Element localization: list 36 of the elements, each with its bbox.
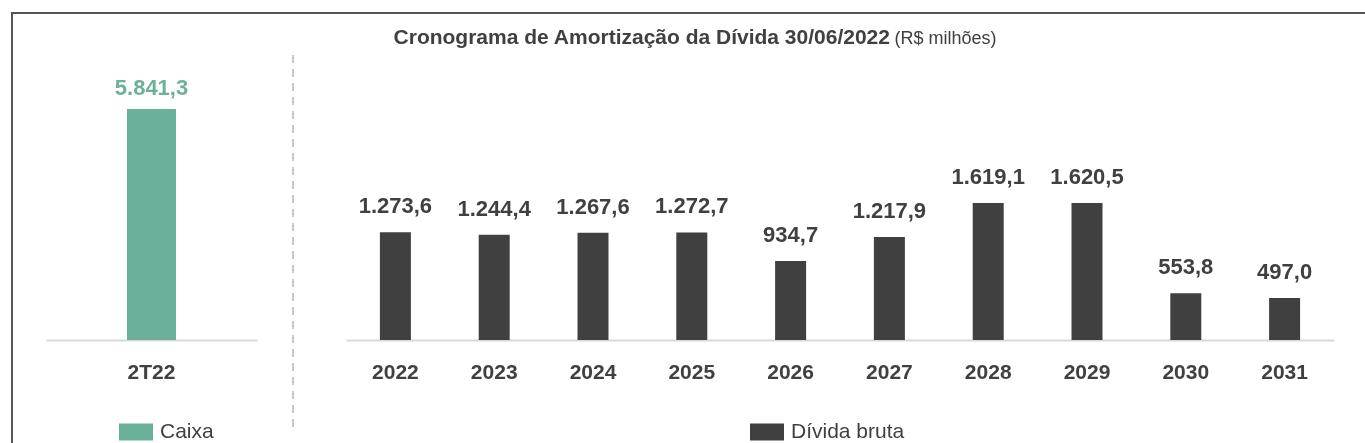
- x-tick-label: 2027: [866, 359, 913, 383]
- bar: [1071, 203, 1103, 340]
- bar: [379, 232, 411, 340]
- data-label: 5.841,3: [114, 75, 189, 100]
- data-label: 934,7: [763, 221, 819, 247]
- bar: [775, 260, 807, 340]
- x-tick-label: 2026: [767, 359, 814, 383]
- x-tick-label: 2025: [668, 359, 716, 383]
- x-tick-label: 2028: [964, 359, 1012, 383]
- chart-subtitle: (R$ milhões): [894, 28, 997, 48]
- legend-label: Caixa: [160, 419, 215, 442]
- data-label: 1.272,7: [655, 193, 729, 219]
- data-label: 553,8: [1158, 254, 1214, 280]
- bar: [676, 232, 708, 340]
- x-tick-label: 2023: [470, 359, 518, 383]
- x-tick-label: 2031: [1261, 359, 1309, 383]
- data-label: 1.273,6: [358, 193, 433, 219]
- x-tick-label: 2029: [1063, 359, 1111, 383]
- chart-title: Cronograma de Amortização da Dívida 30/06/2022: [393, 25, 890, 48]
- x-tick-label: 2022: [372, 359, 419, 383]
- data-label: 1.217,9: [852, 198, 927, 224]
- data-label: 1.267,6: [556, 193, 630, 219]
- data-label: 1.620,5: [1050, 164, 1124, 189]
- x-tick-label: 2T22: [127, 359, 176, 383]
- x-tick-label: 2030: [1162, 359, 1210, 383]
- bar: [1269, 297, 1301, 340]
- x-tick-label: 2024: [569, 359, 617, 383]
- data-label: 1.244,4: [457, 195, 532, 221]
- bar: [577, 232, 609, 340]
- bar: [478, 234, 510, 340]
- bar: [1170, 293, 1202, 340]
- data-label: 497,0: [1257, 258, 1313, 284]
- bar: [873, 237, 905, 340]
- bar: [972, 203, 1004, 340]
- data-label: 1.619,1: [951, 164, 1025, 190]
- legend-label: Dívida bruta: [791, 419, 905, 442]
